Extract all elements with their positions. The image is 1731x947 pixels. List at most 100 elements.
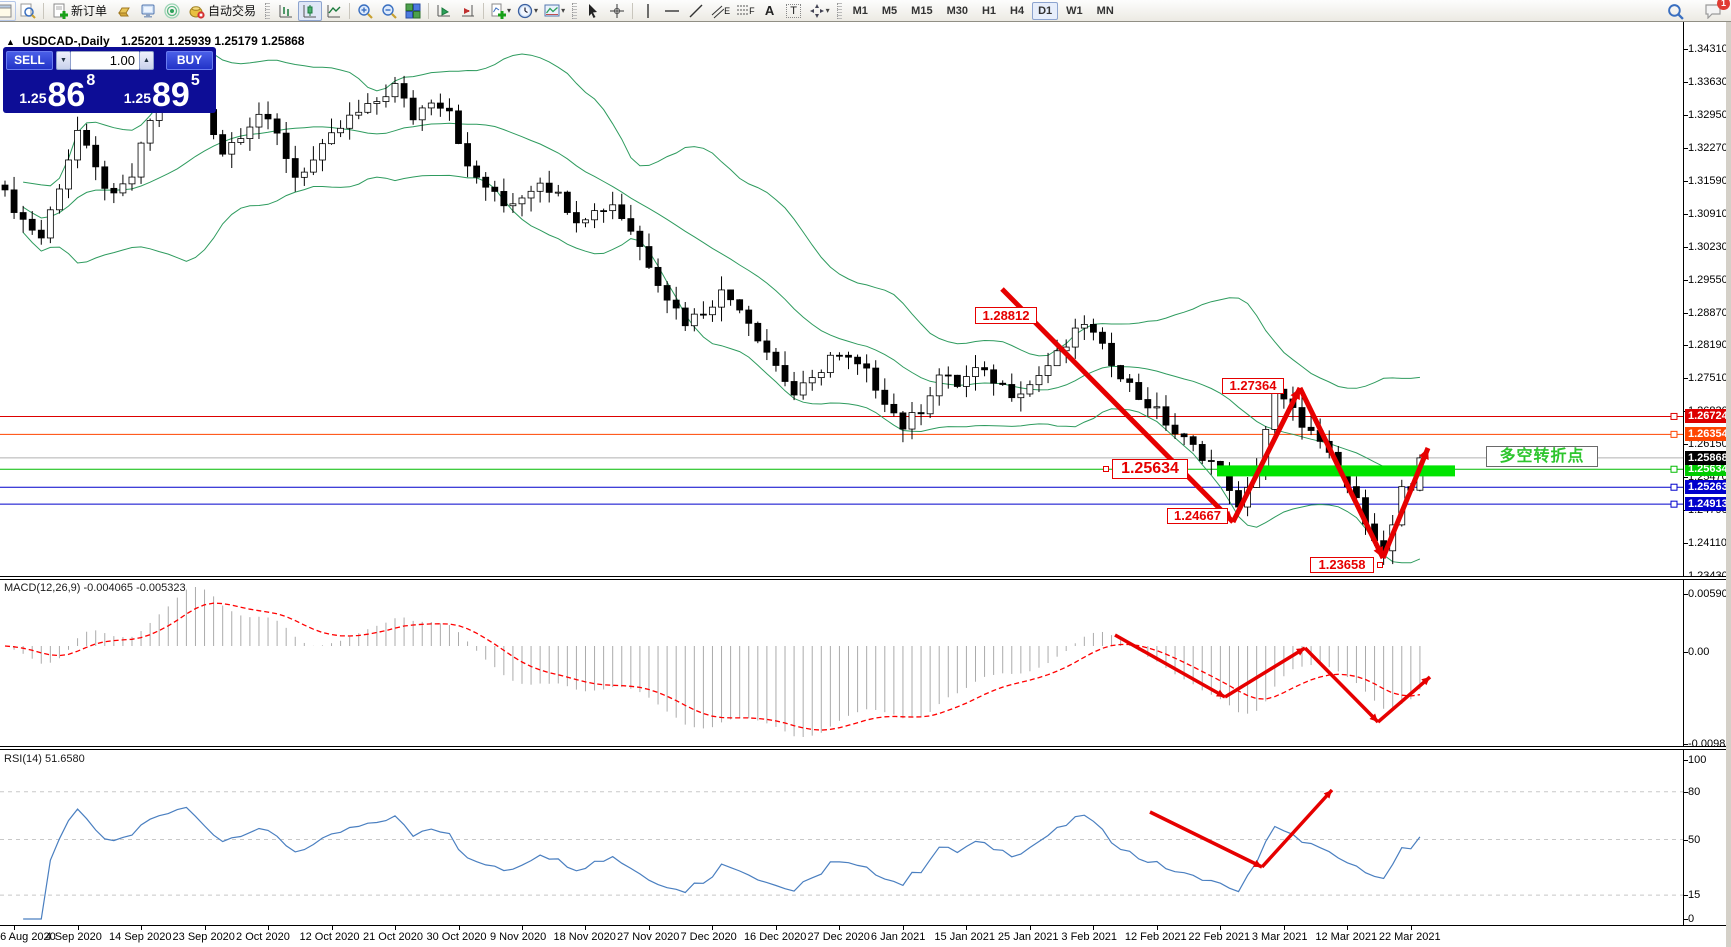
timeframe-button-w1[interactable]: W1: [1066, 5, 1083, 17]
chart-window[interactable]: ▲ USDCAD-,Daily 1.25201 1.25939 1.25179 …: [0, 22, 1731, 947]
chart-window-icon[interactable]: [0, 0, 16, 21]
timeframe-button-m30[interactable]: M30: [946, 5, 968, 17]
toolbar-separator: [632, 2, 634, 19]
price-axis-tick-mark: [1684, 378, 1688, 380]
rsi-trend-arrow[interactable]: [1260, 788, 1334, 869]
arrows-dropdown-arrow[interactable]: ▾: [825, 6, 830, 15]
macd-trend-arrow[interactable]: [1224, 646, 1306, 699]
volume-input[interactable]: [71, 50, 139, 70]
search-icon[interactable]: [1663, 1, 1687, 21]
price-annotation-label[interactable]: 1.27364: [1222, 378, 1284, 394]
tile-windows-icon[interactable]: [401, 1, 425, 21]
annotation-handle[interactable]: [1377, 562, 1383, 568]
history-center-icon[interactable]: [112, 1, 136, 21]
autotrading-button[interactable]: 自动交易: [184, 1, 261, 21]
rsi-trend-arrow[interactable]: [1149, 810, 1263, 869]
buy-price-big: 89: [152, 76, 190, 114]
buy-price-button[interactable]: 1.25 89 5: [108, 72, 214, 114]
new-order-button[interactable]: 新订单: [47, 1, 112, 21]
bollinger-lower-band: [22, 174, 1421, 564]
trend-arrow[interactable]: [1297, 386, 1386, 560]
vertical-line-tool-icon[interactable]: [636, 1, 660, 21]
terminal-icon[interactable]: [136, 1, 160, 21]
line-chart-mode-icon[interactable]: [322, 1, 346, 21]
volume-decrease-button[interactable]: ▼: [56, 50, 71, 70]
timeframe-button-h4[interactable]: H4: [1010, 5, 1025, 17]
price-annotation-label[interactable]: 1.24667: [1167, 508, 1228, 524]
timeframe-button-m15[interactable]: M15: [911, 5, 933, 17]
timeframe-button-mn[interactable]: MN: [1096, 5, 1114, 17]
market-watch-icon[interactable]: [16, 1, 40, 21]
signals-icon[interactable]: [160, 1, 184, 21]
templates-dropdown-arrow[interactable]: ▾: [561, 6, 566, 15]
collapse-panel-icon[interactable]: ▲: [6, 37, 15, 47]
cursor-icon[interactable]: [581, 1, 605, 21]
periods-dropdown-arrow[interactable]: ▾: [534, 6, 539, 15]
symbol-header[interactable]: ▲ USDCAD-,Daily 1.25201 1.25939 1.25179 …: [6, 34, 304, 48]
sell-price-button[interactable]: 1.25 86 8: [6, 72, 109, 112]
buy-price-prefix: 1.25: [123, 90, 151, 106]
chat-icon[interactable]: 1: [1701, 0, 1730, 21]
fibonacci-tool-icon[interactable]: F: [733, 1, 758, 21]
price-axis[interactable]: 1.34310 1.33630 1.32950 1.32270 1.31590 1.309…: [1683, 22, 1731, 925]
toolbar-grip[interactable]: [836, 2, 842, 19]
price-level-chip: 1.26724: [1685, 409, 1728, 424]
macd-trend-arrow[interactable]: [1303, 646, 1380, 724]
timeframe-button-m1[interactable]: M1: [852, 5, 868, 17]
line-handle[interactable]: [1670, 412, 1678, 420]
rsi-subchart[interactable]: [0, 750, 1683, 923]
autotrading-label: 自动交易: [208, 4, 257, 18]
panel-divider-rsi[interactable]: [0, 746, 1731, 750]
indicators-dropdown-arrow[interactable]: ▾: [507, 6, 512, 15]
date-axis-label: 16 Dec 2020: [743, 931, 807, 943]
text-label-tool-icon[interactable]: T: [782, 1, 806, 21]
sell-button[interactable]: SELL: [6, 50, 53, 70]
line-handle[interactable]: [1670, 430, 1678, 438]
price-annotation-label[interactable]: 1.23658: [1310, 557, 1383, 573]
macd-trend-arrow[interactable]: [1114, 633, 1226, 699]
horizontal-line-tool-icon[interactable]: [660, 1, 684, 21]
price-axis-tick: 1.28190: [1688, 339, 1728, 352]
buy-price-pip: 5: [190, 72, 200, 89]
date-axis-label: 22 Mar 2021: [1378, 931, 1441, 943]
toolbar-grip[interactable]: [572, 2, 578, 19]
chart-shift-icon[interactable]: [456, 1, 480, 21]
text-tool-icon[interactable]: A: [764, 3, 775, 18]
turning-point-label[interactable]: 多空转折点: [1486, 446, 1598, 467]
timeframe-button-h1[interactable]: H1: [981, 5, 997, 17]
price-annotation-label[interactable]: 1.28812: [975, 307, 1037, 324]
zoom-out-icon[interactable]: [377, 1, 401, 21]
zoom-in-icon[interactable]: [353, 1, 377, 21]
panel-divider-macd[interactable]: [0, 576, 1731, 580]
support-zone-band[interactable]: [1217, 465, 1455, 477]
toolbar-grip[interactable]: [265, 2, 271, 19]
indicators-add-icon[interactable]: ▾: [487, 1, 514, 21]
auto-scroll-icon[interactable]: [432, 1, 456, 21]
candlestick-mode-icon[interactable]: [298, 0, 323, 21]
price-annotation-label[interactable]: 1.25634: [1103, 459, 1188, 479]
timeframe-button-m5[interactable]: M5: [881, 5, 898, 17]
trendline-tool-icon[interactable]: [684, 1, 708, 21]
annotation-handle[interactable]: [1103, 466, 1109, 472]
date-axis-label: 2 Oct 2020: [236, 931, 290, 943]
macd-subchart[interactable]: [0, 580, 1683, 746]
date-axis[interactable]: 26 Aug 2020 4 Sep 2020 14 Sep 2020 23 Sep 2…: [0, 925, 1731, 947]
line-handle[interactable]: [1670, 500, 1678, 508]
macd-trend-arrow[interactable]: [1376, 675, 1432, 724]
main-price-chart[interactable]: [0, 22, 1683, 576]
arrows-tool-icon[interactable]: ▾: [806, 1, 833, 21]
line-handle[interactable]: [1670, 483, 1678, 491]
timeframe-button-d1[interactable]: D1: [1032, 2, 1059, 20]
date-tick-mark: [268, 926, 270, 930]
trend-arrow[interactable]: [1380, 447, 1431, 559]
line-handle[interactable]: [1670, 465, 1678, 473]
volume-increase-button[interactable]: ▲: [139, 50, 154, 70]
channel-tool-icon[interactable]: E: [708, 1, 733, 21]
crosshair-icon[interactable]: [605, 1, 629, 21]
buy-button[interactable]: BUY: [166, 50, 213, 70]
trend-arrow[interactable]: [1230, 386, 1303, 524]
templates-icon[interactable]: ▾: [541, 1, 568, 21]
bar-chart-mode-icon[interactable]: [274, 1, 298, 21]
periods-clock-icon[interactable]: ▾: [514, 1, 541, 21]
trend-arrow[interactable]: [1000, 287, 1235, 524]
